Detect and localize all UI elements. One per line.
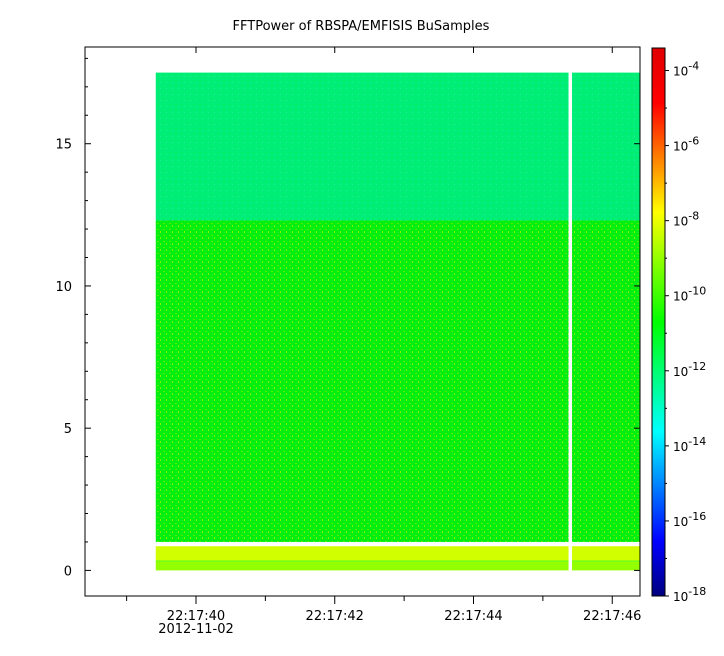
y-axis: 0 5 10 15 bbox=[55, 57, 640, 579]
y-tick-label: 15 bbox=[55, 138, 72, 153]
spectrogram-band bbox=[155, 546, 640, 561]
plot-area bbox=[84, 46, 641, 597]
x-tick-label: 22:17:40 bbox=[167, 609, 225, 624]
colorbar-frame bbox=[651, 47, 666, 597]
spectrogram-band bbox=[155, 72, 640, 221]
colorbar-tick-label: 10-12 bbox=[673, 360, 706, 379]
y-tick-label: 0 bbox=[64, 564, 72, 579]
x-date-label: 2012-11-02 bbox=[158, 622, 234, 637]
x-tick-label: 22:17:46 bbox=[583, 609, 641, 624]
chart-title: FFTPower of RBSPA/EMFISIS BuSamples bbox=[233, 19, 490, 34]
colorbar-tick-label: 10-14 bbox=[673, 435, 706, 454]
colorbar-tick-label: 10-6 bbox=[673, 135, 699, 154]
spectrogram-band bbox=[155, 560, 640, 562]
spectrogram-band bbox=[155, 220, 640, 542]
colorbar-tick-label: 10-4 bbox=[673, 60, 699, 79]
plot-border bbox=[84, 46, 641, 597]
colorbar-tick-label: 10-8 bbox=[673, 210, 699, 229]
spectrogram-band bbox=[155, 561, 640, 571]
y-tick-label: 5 bbox=[64, 422, 72, 437]
x-tick-label: 22:17:44 bbox=[444, 609, 502, 624]
colorbar-gradient bbox=[652, 48, 665, 596]
colorbar-tick-label: 10-18 bbox=[673, 585, 706, 604]
x-tick-label: 22:17:42 bbox=[306, 609, 364, 624]
colorbar-tick-label: 10-10 bbox=[673, 285, 706, 304]
colorbar-tick-label: 10-16 bbox=[673, 510, 706, 529]
y-tick-label: 10 bbox=[55, 280, 72, 295]
colorbar: 10-4 10-6 10-8 10-10 10-12 10-14 10-16 10-18 bbox=[651, 47, 706, 604]
data-gap bbox=[568, 71, 573, 572]
